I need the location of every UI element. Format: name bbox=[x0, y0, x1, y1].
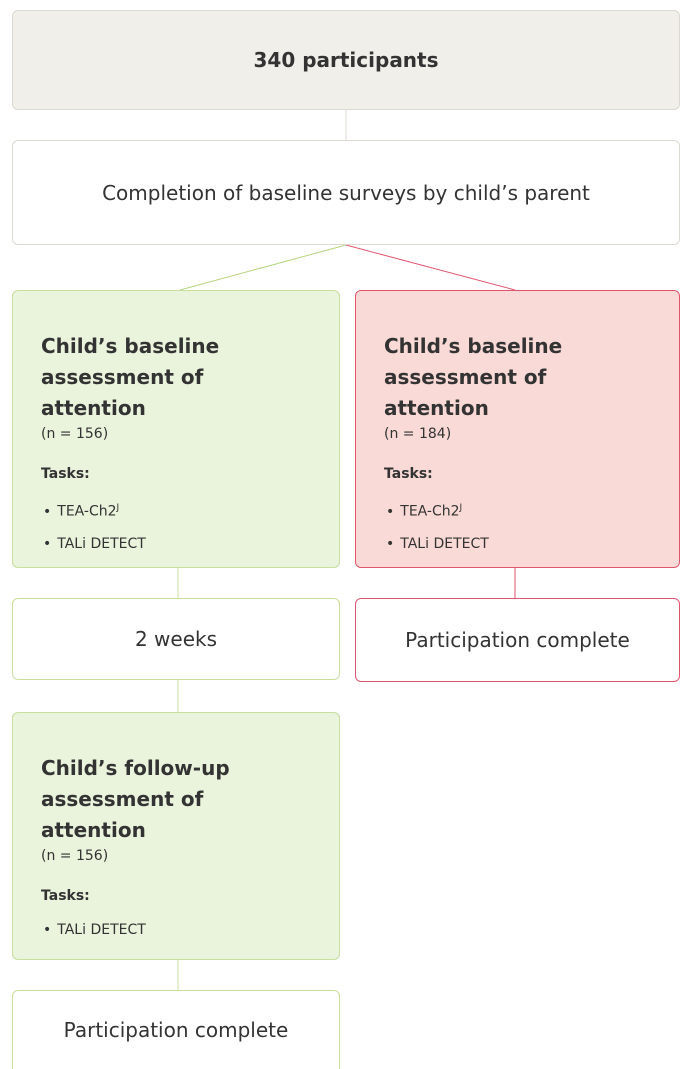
connector bbox=[345, 244, 516, 291]
task: TALi DETECT bbox=[384, 528, 653, 560]
task-list: TEA-Ch2J TALi DETECT bbox=[384, 492, 653, 560]
interval-node: 2 weeks bbox=[12, 598, 340, 680]
task: TALi DETECT bbox=[41, 528, 313, 560]
node-label: Participation complete bbox=[63, 1018, 289, 1042]
node-title: Child’s baseline assessment of attention bbox=[384, 334, 563, 420]
tasks-label: Tasks: bbox=[41, 888, 90, 904]
task-list: TEA-Ch2J TALi DETECT bbox=[41, 492, 313, 560]
node-label: 2 weeks bbox=[134, 627, 218, 651]
assessment-node: Child’s baseline assessment of attention… bbox=[355, 290, 680, 568]
task-text: TEA-Ch2 bbox=[400, 503, 460, 520]
task-sup: J bbox=[116, 503, 120, 513]
node-title: Child’s baseline assessment of attention bbox=[41, 334, 220, 420]
tasks-label: Tasks: bbox=[41, 466, 90, 482]
connector bbox=[179, 244, 347, 291]
task-sup: J bbox=[459, 503, 463, 513]
node-label: 340 participants bbox=[253, 48, 439, 72]
node-title: Child’s follow-up assessment of attentio… bbox=[41, 756, 230, 842]
task-text: TEA-Ch2 bbox=[57, 503, 117, 520]
task-text: TALi DETECT bbox=[57, 535, 146, 552]
node-count: (n = 156) bbox=[41, 848, 109, 864]
task-text: TALi DETECT bbox=[57, 922, 146, 938]
assessment-node: Child’s baseline assessment of attention… bbox=[12, 290, 340, 568]
task: TEA-Ch2J bbox=[41, 492, 313, 528]
task-text: TALi DETECT bbox=[400, 535, 489, 552]
node-count: (n = 156) bbox=[41, 426, 109, 442]
end-node: Participation complete bbox=[355, 598, 680, 682]
task: TEA-Ch2J bbox=[384, 492, 653, 528]
tasks-label: Tasks: bbox=[384, 466, 433, 482]
task-list: TALi DETECT bbox=[41, 914, 313, 946]
start-node: 340 participants bbox=[12, 10, 680, 110]
node-label: Participation complete bbox=[405, 628, 630, 652]
assessment-node: Child’s follow-up assessment of attentio… bbox=[12, 712, 340, 960]
node-label: Completion of baseline surveys by child’… bbox=[102, 180, 590, 205]
end-node: Participation complete bbox=[12, 990, 340, 1069]
task: TALi DETECT bbox=[41, 914, 313, 946]
survey-node: Completion of baseline surveys by child’… bbox=[12, 140, 680, 245]
node-count: (n = 184) bbox=[384, 426, 452, 442]
